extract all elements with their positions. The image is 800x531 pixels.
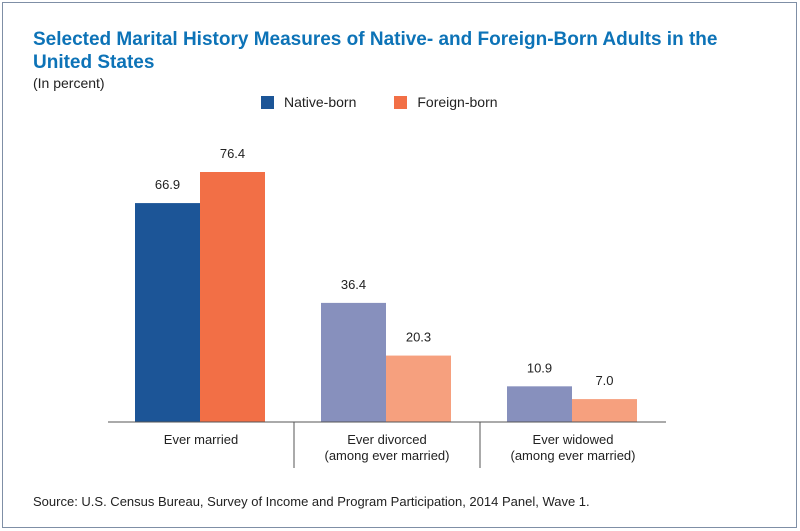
data-label-native-born-1: 66.9 [155,177,180,192]
data-label-native-born-2: 36.4 [341,277,366,292]
bar-foreign-born-2 [386,355,451,422]
data-label-foreign-born-3: 7.0 [595,373,613,388]
legend-swatch-foreign-born [394,95,408,109]
legend-swatch-native-born [261,95,274,109]
category-label-1: Ever married [164,432,238,447]
bar-native-born-2 [321,302,386,422]
data-label-foreign-born-1: 76.4 [220,146,245,161]
bar-native-born-3 [507,386,572,422]
legend-label-native-born: Native-born [284,94,357,110]
bar-foreign-born-3 [572,399,637,422]
chart-subtitle: (In percent) [33,75,105,91]
source-note: Source: U.S. Census Bureau, Survey of In… [33,494,590,509]
bar-foreign-born-1 [200,172,265,422]
category-label-3: Ever widowed (among ever married) [511,432,636,463]
legend-item-native-born: Native-born [261,94,356,110]
data-label-native-born-3: 10.9 [527,360,552,375]
legend-label-foreign-born: Foreign-born [417,94,498,110]
data-label-foreign-born-2: 20.3 [406,330,431,345]
legend-item-foreign-born: Foreign-born [394,94,498,110]
bar-native-born-1 [135,203,200,422]
chart-legend: Native-born Foreign-born [261,93,536,111]
bar-chart: 66.9 76.4 Ever married 36.4 20.3 Ever divorce… [108,146,666,468]
category-label-2: Ever divorced (among ever married) [325,432,450,463]
chart-title: Selected Marital History Measures of Nat… [33,29,718,73]
